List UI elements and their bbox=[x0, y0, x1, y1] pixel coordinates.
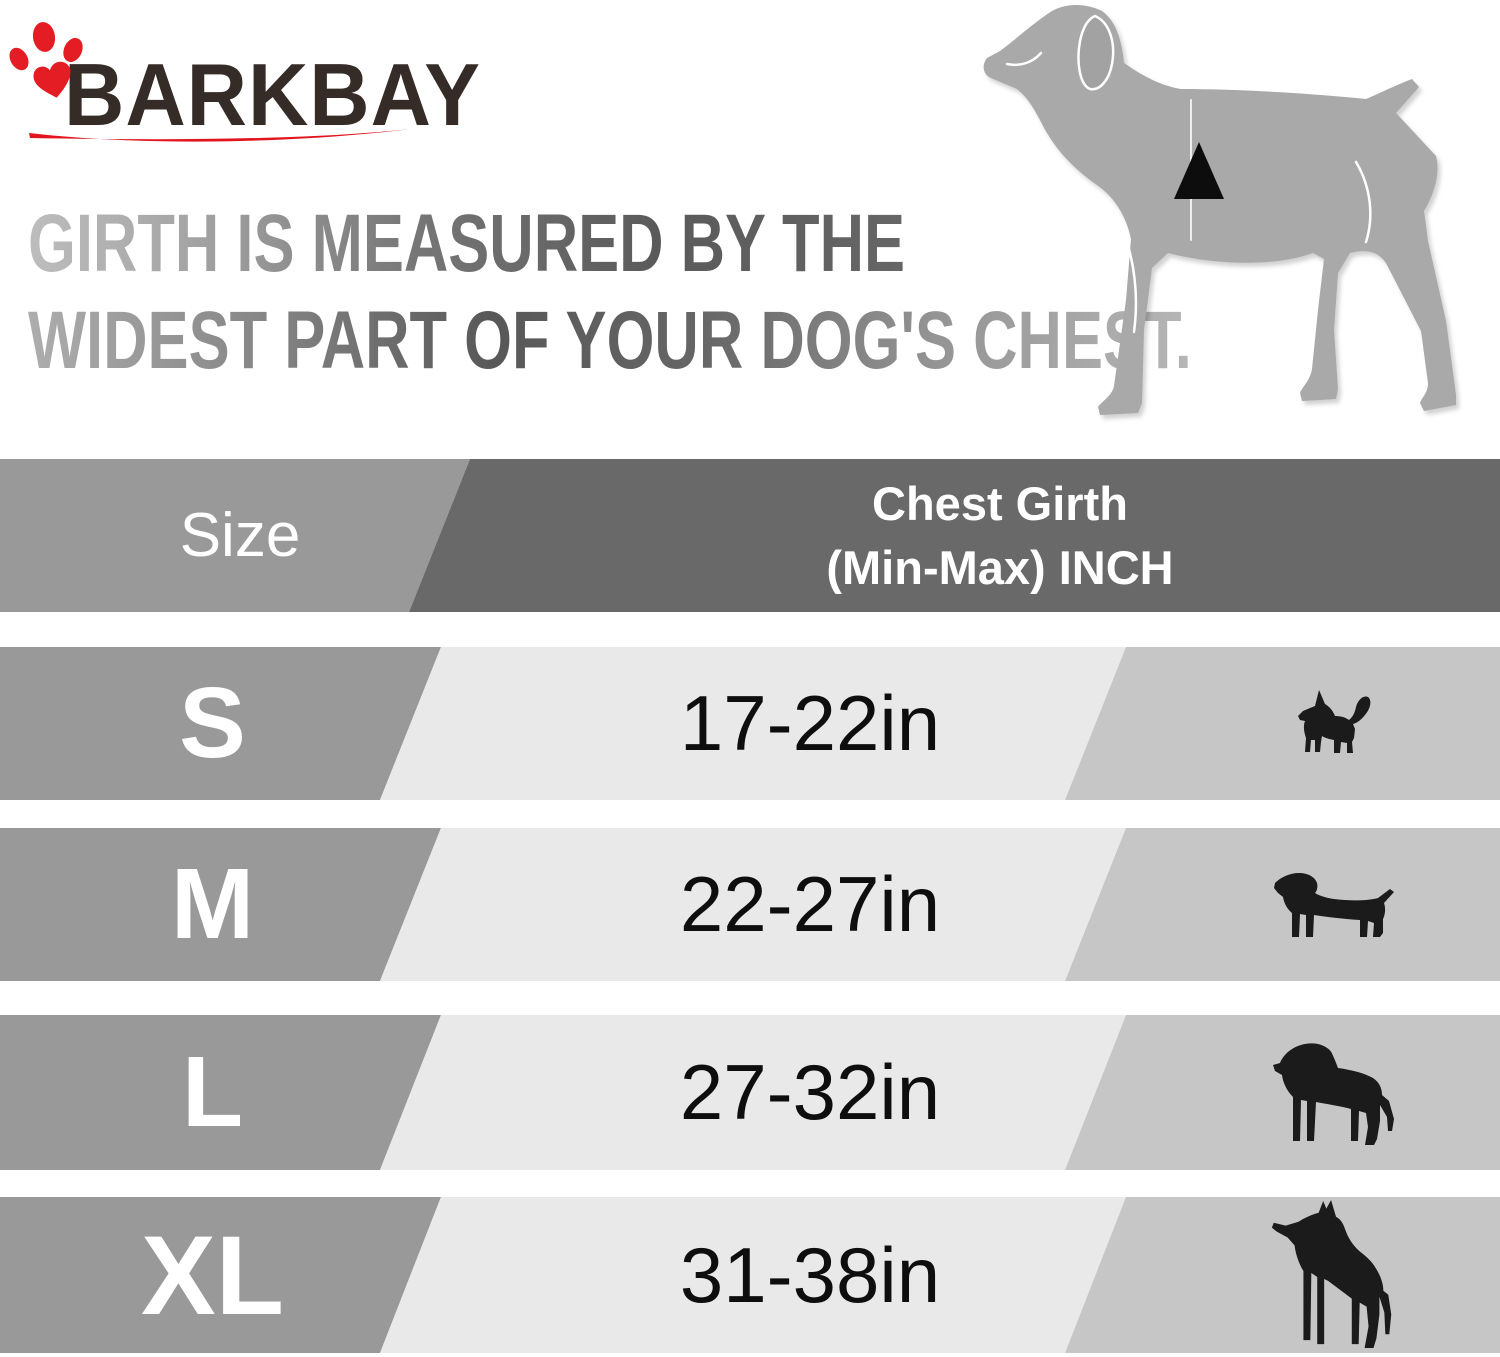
chihuahua-dog-icon bbox=[1298, 690, 1371, 753]
great-dane-dog-icon bbox=[1271, 1200, 1391, 1349]
row-m-size-bg bbox=[0, 828, 441, 981]
girth-marker-arrow bbox=[1174, 142, 1224, 199]
dog-ear-detail bbox=[1077, 14, 1115, 91]
table-header-row: Size Chest Girth (Min-Max) INCH bbox=[0, 459, 1500, 612]
table-row-l: L 27-32in bbox=[0, 1015, 1500, 1170]
row-m-size-label: M bbox=[170, 848, 255, 960]
medium-dog-icon bbox=[1273, 1042, 1394, 1145]
paw-print-icon bbox=[9, 22, 83, 98]
row-xl-girth-bg bbox=[380, 1197, 1126, 1353]
row-l-girth-bg bbox=[380, 1015, 1126, 1170]
row-m-girth-bg bbox=[380, 828, 1126, 981]
header-size-label: Size bbox=[179, 501, 301, 570]
row-xl-girth-value: 31-38in bbox=[679, 1230, 941, 1319]
row-s-size-label: S bbox=[179, 667, 246, 779]
table-row-m: M 22-27in bbox=[0, 828, 1500, 981]
row-l-size-bg bbox=[0, 1015, 441, 1170]
heading-line-2: WIDEST PART OF YOUR DOG'S CHEST. bbox=[28, 295, 1192, 386]
header-girth-cell-bg bbox=[409, 459, 1500, 612]
row-l-icon-bg bbox=[1065, 1015, 1500, 1170]
row-m-icon-bg bbox=[1065, 828, 1500, 981]
table-row-s: S 17-22in bbox=[0, 647, 1500, 800]
row-xl-size-bg bbox=[0, 1197, 441, 1353]
header-girth-label: Chest Girth (Min-Max) INCH bbox=[500, 459, 1500, 612]
heading-line-1: GIRTH IS MEASURED BY THE bbox=[28, 198, 906, 289]
row-m-girth-value: 22-27in bbox=[679, 860, 941, 948]
brand-logo-text: BARKBAY bbox=[64, 45, 481, 144]
row-s-icon-bg bbox=[1065, 647, 1500, 800]
row-l-size-label: L bbox=[181, 1036, 244, 1148]
row-xl-size-label: XL bbox=[140, 1212, 285, 1338]
logo-underline-swoosh bbox=[29, 129, 411, 142]
dachshund-dog-icon bbox=[1273, 872, 1394, 937]
row-xl-icon-bg bbox=[1065, 1197, 1500, 1353]
header-size-cell-bg bbox=[0, 459, 470, 612]
header-girth-line2: (Min-Max) INCH bbox=[826, 540, 1174, 594]
table-row-xl: XL 31-38in bbox=[0, 1197, 1500, 1353]
header-girth-line1: Chest Girth bbox=[872, 477, 1128, 531]
row-s-girth-value: 17-22in bbox=[679, 679, 941, 767]
row-s-size-bg bbox=[0, 647, 441, 800]
row-s-girth-bg bbox=[380, 647, 1126, 800]
row-l-girth-value: 27-32in bbox=[679, 1048, 941, 1136]
dog-girth-measurement-illustration bbox=[983, 5, 1456, 415]
